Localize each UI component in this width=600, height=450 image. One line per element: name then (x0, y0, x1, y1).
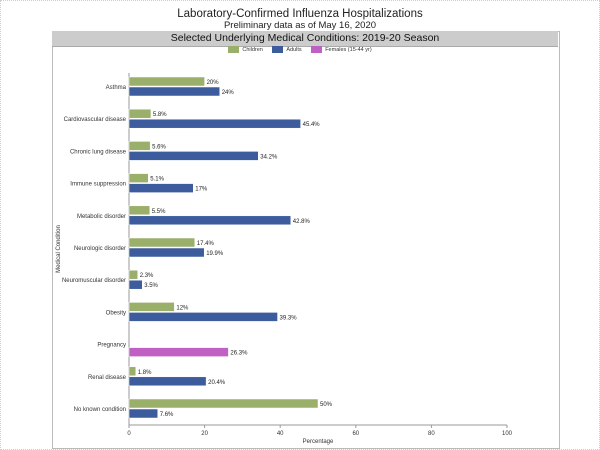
data-label: 39.3% (280, 315, 298, 321)
data-label: 34.2% (260, 154, 278, 160)
legend-swatch (272, 46, 284, 53)
data-label: 26.3% (230, 351, 248, 357)
bar-adults (128, 408, 158, 419)
x-axis-label: Percentage (303, 439, 334, 445)
chart-title: Laboratory-Confirmed Influenza Hospitali… (177, 8, 423, 20)
bar-children (128, 205, 151, 216)
data-label: 3.5% (144, 283, 158, 289)
category-label: Asthma (106, 85, 127, 91)
category-label: No known condition (74, 407, 126, 413)
data-label: 17% (195, 187, 208, 193)
bar-children (128, 269, 138, 280)
category-label: Renal disease (88, 375, 127, 381)
legend: Children Adults Females (15-44 yr) (0, 46, 600, 55)
bar-adults (128, 183, 194, 193)
x-tick-label: 40 (277, 431, 284, 437)
bar-children (128, 366, 137, 377)
category-label: Neurologic disorder (74, 246, 126, 252)
data-label: 2.3% (140, 273, 154, 279)
bar-adults (128, 86, 220, 97)
data-label: 42.8% (293, 219, 311, 225)
bar-adults (128, 151, 259, 161)
data-label: 5.1% (150, 177, 164, 183)
bar-children (128, 76, 205, 87)
data-label: 12% (176, 305, 189, 311)
category-label: Neuromuscular disorder (62, 278, 126, 284)
category-label: Chronic lung disease (70, 149, 127, 155)
panel-title: Selected Underlying Medical Conditions: … (52, 31, 558, 47)
bar-adults (128, 118, 301, 129)
x-tick-label: 100 (502, 431, 513, 437)
x-tick-label: 20 (201, 431, 208, 437)
bar-children (128, 302, 175, 312)
data-label: 17.4% (197, 241, 215, 247)
data-label: 5.6% (152, 144, 166, 150)
legend-swatch (228, 46, 240, 53)
bar-children (128, 237, 196, 248)
data-label: 20.4% (208, 380, 226, 386)
bar-children (128, 173, 149, 183)
data-label: 19.9% (206, 251, 224, 257)
legend-item-females: Females (15-44 yr) (311, 46, 372, 53)
data-label: 24% (222, 90, 235, 96)
bar-adults (128, 279, 143, 290)
data-label: 5.5% (152, 209, 166, 215)
legend-label: Females (15-44 yr) (325, 46, 372, 53)
category-label: Pregnancy (97, 343, 126, 349)
data-label: 45.4% (303, 122, 321, 128)
data-label: 20% (207, 80, 220, 86)
bar-children (128, 108, 152, 119)
legend-label: Adults (286, 46, 302, 53)
bar-adults (128, 376, 207, 387)
data-label: 7.6% (160, 412, 174, 418)
legend-item-children: Children (228, 46, 263, 53)
x-tick-label: 80 (428, 431, 435, 437)
chart-subtitle: Preliminary data as of May 16, 2020 (223, 20, 377, 31)
bar-adults (128, 312, 278, 322)
bar-children (128, 398, 319, 409)
y-axis-label: Medical Condition (56, 225, 62, 273)
data-label: 50% (320, 402, 333, 408)
bar-adults (128, 215, 292, 226)
legend-swatch (311, 46, 323, 53)
bar-children (128, 141, 151, 151)
bar-females (128, 347, 229, 357)
legend-item-adults: Adults (272, 46, 302, 53)
x-tick-label: 60 (352, 431, 359, 437)
data-label: 1.8% (138, 370, 152, 376)
category-label: Immune suppression (70, 182, 126, 188)
data-label: 5.8% (153, 112, 167, 118)
category-label: Metabolic disorder (77, 214, 126, 220)
category-label: Obesity (106, 310, 126, 316)
legend-label: Children (242, 46, 263, 53)
bar-adults (128, 247, 205, 258)
x-tick-label: 0 (127, 431, 131, 437)
category-label: Cardiovascular disease (64, 117, 127, 123)
